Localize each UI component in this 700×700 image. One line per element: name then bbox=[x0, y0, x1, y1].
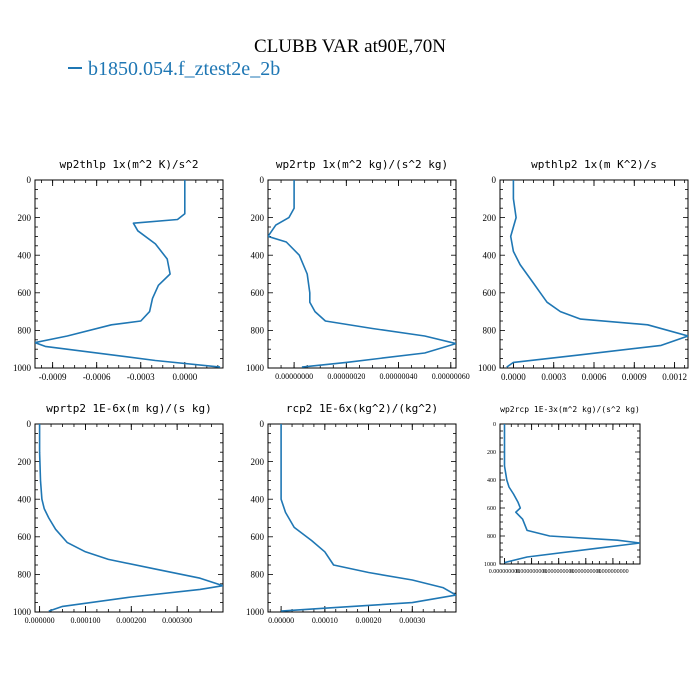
x-tick-label: 0.0012 bbox=[662, 372, 687, 382]
x-tick-label: 0.000100 bbox=[70, 616, 100, 625]
panel-1: wp2thlp 1x(m^2 K)/s^2 0 200 400 600 800 1000 -0… bbox=[13, 158, 224, 382]
x-tick-label: 0.00000020 bbox=[327, 372, 365, 381]
x-tick-label: 0.000000 bbox=[25, 616, 55, 625]
y-tick-label: 600 bbox=[487, 506, 496, 512]
x-tick-label: 0.000200 bbox=[116, 616, 146, 625]
y-tick-label: 800 bbox=[483, 326, 497, 336]
plot-frame bbox=[267, 179, 457, 369]
panel-title: rcp2 1E-6x(kg^2)/(kg^2) bbox=[286, 402, 438, 415]
y-tick-label: 600 bbox=[18, 532, 32, 542]
plot-frame bbox=[34, 423, 224, 613]
series-line-1 bbox=[268, 180, 456, 368]
x-tick-label: -0.0003 bbox=[127, 372, 155, 382]
series-line-1 bbox=[503, 424, 640, 564]
y-tick-label: 0 bbox=[27, 175, 32, 185]
y-tick-label: 400 bbox=[487, 478, 496, 484]
legend-line-swatch bbox=[68, 67, 82, 70]
panel-3: wpthlp2 1x(m K^2)/s 0 200 400 600 800 1000 0.00… bbox=[478, 158, 689, 382]
x-tick-label: 0.00010 bbox=[312, 616, 338, 625]
panel-title: wp2rtp 1x(m^2 kg)/(s^2 kg) bbox=[276, 158, 448, 171]
y-tick-label: 1000 bbox=[13, 363, 32, 373]
y-tick-label: 0 bbox=[492, 175, 497, 185]
y-tick-label: 600 bbox=[251, 532, 265, 542]
panel-title: wp2rcp 1E-3x(m^2 kg)/(s^2 kg) bbox=[500, 405, 640, 414]
series-line-1 bbox=[280, 424, 456, 612]
x-tick-label: 0.000000000 bbox=[570, 569, 602, 575]
chart-main-title: CLUBB VAR at90E,70N bbox=[254, 36, 446, 57]
y-tick-label: 200 bbox=[18, 457, 32, 467]
x-tick-label: 0.00000000 bbox=[275, 372, 313, 381]
series-line-1 bbox=[35, 180, 221, 368]
y-tick-label: 600 bbox=[251, 288, 265, 298]
y-tick-label: 1000 bbox=[484, 562, 496, 568]
series-line-1 bbox=[506, 180, 688, 368]
y-tick-label: 0 bbox=[27, 419, 32, 429]
y-tick-label: 800 bbox=[18, 570, 32, 580]
x-tick-label: 0.00000060 bbox=[432, 372, 470, 381]
x-tick-label: 0.0006 bbox=[582, 372, 607, 382]
y-tick-label: 200 bbox=[251, 213, 265, 223]
legend-label: b1850.054.f_ztest2e_2b bbox=[88, 58, 281, 80]
y-tick-label: 800 bbox=[18, 326, 32, 336]
series-line-1 bbox=[38, 424, 223, 612]
x-tick-label: 0.0009 bbox=[622, 372, 647, 382]
y-tick-label: 0 bbox=[260, 419, 265, 429]
panel-title: wpthlp2 1x(m K^2)/s bbox=[531, 158, 657, 171]
plot-frame bbox=[34, 179, 224, 369]
panel-title: wp2thlp 1x(m^2 K)/s^2 bbox=[59, 158, 198, 171]
panel-6: wp2rcp 1E-3x(m^2 kg)/(s^2 kg) 0 200 400 600 8… bbox=[484, 405, 641, 575]
y-tick-label: 400 bbox=[251, 494, 265, 504]
x-tick-label: -0.0006 bbox=[83, 372, 111, 382]
panel-2: wp2rtp 1x(m^2 kg)/(s^2 kg) 0 200 400 600 800 1… bbox=[246, 158, 470, 381]
x-tick-label: 0.000000000 bbox=[516, 569, 548, 575]
y-tick-label: 400 bbox=[18, 494, 32, 504]
legend: b1850.054.f_ztest2e_2b bbox=[68, 58, 280, 81]
y-tick-label: 0 bbox=[493, 422, 496, 428]
y-tick-label: 800 bbox=[487, 534, 496, 540]
x-tick-label: 0.000000000 bbox=[543, 569, 575, 575]
x-tick-label: 0.000300 bbox=[162, 616, 192, 625]
y-tick-label: 1000 bbox=[478, 363, 497, 373]
y-tick-label: 600 bbox=[483, 288, 497, 298]
x-tick-label: 0.00030 bbox=[399, 616, 425, 625]
y-tick-label: 600 bbox=[18, 288, 32, 298]
plot-frame bbox=[499, 179, 689, 369]
y-tick-label: 1000 bbox=[246, 607, 265, 617]
y-tick-label: 400 bbox=[18, 250, 32, 260]
x-tick-label: 0.000000000 bbox=[489, 569, 521, 575]
x-tick-label: 0.00000040 bbox=[380, 372, 418, 381]
x-tick-label: 0.000000000 bbox=[597, 569, 629, 575]
y-tick-label: 800 bbox=[251, 326, 265, 336]
y-tick-label: 200 bbox=[483, 213, 497, 223]
y-tick-label: 0 bbox=[260, 175, 265, 185]
y-tick-label: 400 bbox=[483, 250, 497, 260]
panel-title: wprtp2 1E-6x(m kg)/(s kg) bbox=[46, 402, 212, 415]
y-tick-label: 1000 bbox=[13, 607, 32, 617]
x-tick-label: 0.00020 bbox=[356, 616, 382, 625]
x-tick-label: 0.0000 bbox=[501, 372, 526, 382]
y-tick-label: 1000 bbox=[246, 363, 265, 373]
y-tick-label: 200 bbox=[251, 457, 265, 467]
y-tick-label: 200 bbox=[487, 450, 496, 456]
x-tick-label: 0.0000 bbox=[172, 372, 197, 382]
plot-frame bbox=[499, 423, 641, 565]
y-tick-label: 800 bbox=[251, 570, 265, 580]
x-tick-label: 0.0003 bbox=[541, 372, 566, 382]
panel-4: wprtp2 1E-6x(m kg)/(s kg) 0 200 400 600 800 10… bbox=[13, 402, 224, 625]
y-tick-label: 400 bbox=[251, 250, 265, 260]
x-tick-label: -0.0009 bbox=[39, 372, 67, 382]
y-tick-label: 200 bbox=[18, 213, 32, 223]
panel-5: rcp2 1E-6x(kg^2)/(kg^2) 0 200 400 600 800 1000… bbox=[246, 402, 457, 625]
x-tick-label: 0.00000 bbox=[268, 616, 294, 625]
